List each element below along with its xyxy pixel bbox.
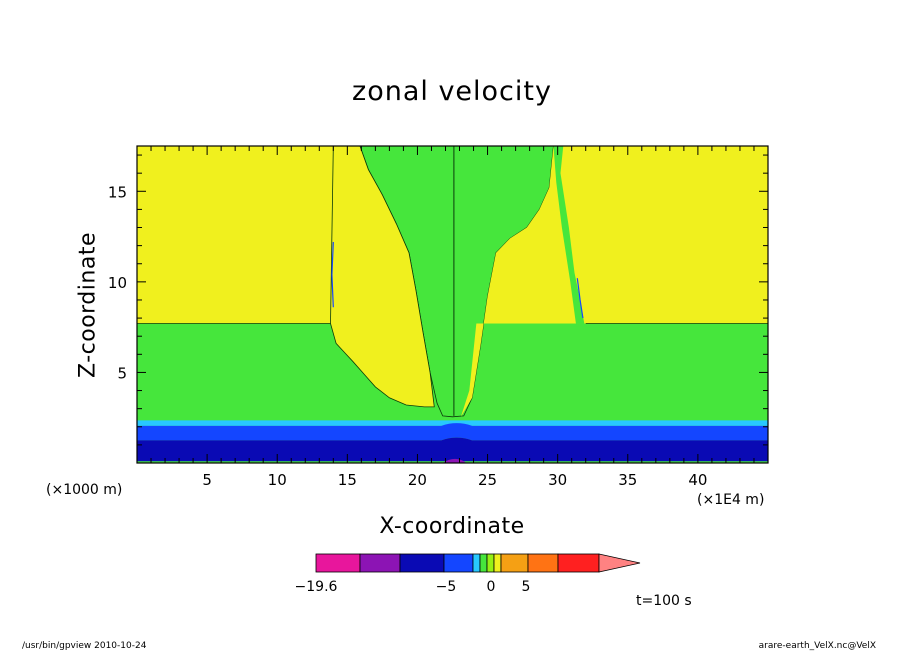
colorbar-segment xyxy=(493,553,502,573)
contour-field xyxy=(137,145,768,463)
colorbar-segment xyxy=(443,553,474,573)
colorbar-segment xyxy=(557,553,600,573)
plot-frame xyxy=(136,145,769,464)
x-tick-label: 35 xyxy=(618,471,637,489)
footer-left: /usr/bin/gpview 2010-10-24 xyxy=(22,641,147,651)
x-axis-label: X-coordinate xyxy=(379,514,525,539)
colorbar-extend-arrow xyxy=(598,553,641,573)
colorbar-tick-label: −19.6 xyxy=(295,579,338,595)
y-tick-label: 5 xyxy=(117,364,127,382)
colorbar: −19.6 −5 0 5 xyxy=(295,553,641,595)
colorbar-segment xyxy=(479,553,488,573)
band-dark-blue xyxy=(137,437,768,462)
y-scale-note: (×1000 m) xyxy=(46,482,123,498)
x-tick-label: 5 xyxy=(202,471,212,489)
colorbar-segment xyxy=(500,553,529,573)
green-streak-right xyxy=(553,146,585,324)
x-tick-label: 25 xyxy=(478,471,497,489)
y-axis-label: Z-coordinate xyxy=(75,232,101,378)
yellow-tongue-left xyxy=(330,145,435,408)
yellow-region-right xyxy=(460,146,588,417)
colorbar-segment xyxy=(359,553,401,573)
colorbar-tick-label: 0 xyxy=(487,579,496,595)
colorbar-segment xyxy=(399,553,445,573)
small-contour-left xyxy=(331,241,334,308)
x-tick-label: 30 xyxy=(548,471,567,489)
chart-title: zonal velocity xyxy=(352,76,552,107)
plot-border xyxy=(136,145,769,464)
x-tick-label: 40 xyxy=(688,471,707,489)
colorbar-segment xyxy=(527,553,559,573)
y-tick-label: 10 xyxy=(108,274,127,292)
band-cyan xyxy=(137,420,768,426)
time-label: t=100 s xyxy=(636,593,692,609)
colorbar-segment xyxy=(486,553,495,573)
colorbar-segment xyxy=(472,553,481,573)
x-tick-label: 20 xyxy=(408,471,427,489)
band-purple xyxy=(442,458,467,463)
x-tick-label: 10 xyxy=(268,471,287,489)
colorbar-tick-label: 5 xyxy=(522,579,531,595)
small-contour-right xyxy=(576,278,584,319)
colorbar-tick-label: −5 xyxy=(436,579,457,595)
x-scale-note: (×1E4 m) xyxy=(697,492,765,508)
x-tick-label: 15 xyxy=(338,471,357,489)
y-tick-label: 15 xyxy=(108,183,127,201)
footer-right: arare-earth_VelX.nc@VelX xyxy=(758,641,876,651)
y-axis: 5 10 15 xyxy=(108,154,768,446)
band-blue xyxy=(137,423,768,441)
colorbar-segment xyxy=(315,553,361,573)
x-axis: 5 10 15 20 25 30 35 40 xyxy=(150,146,755,489)
